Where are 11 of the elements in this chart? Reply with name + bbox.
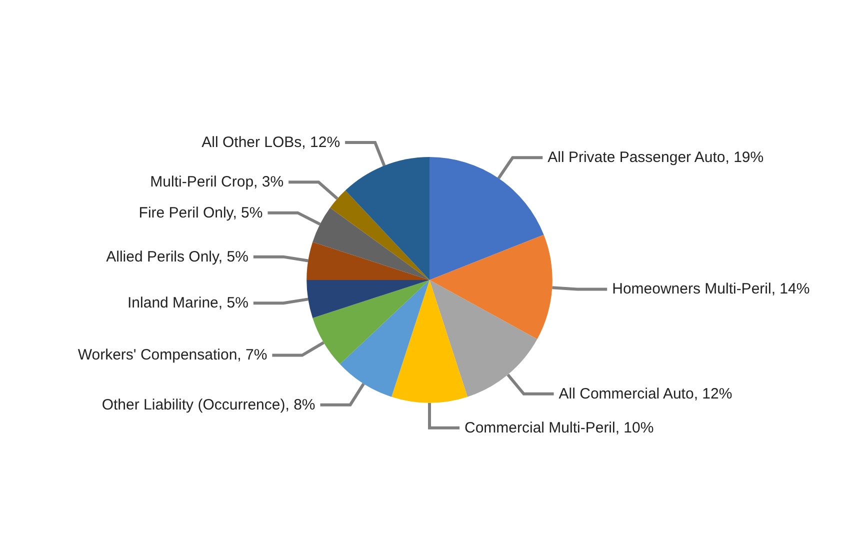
slice-label: Fire Peril Only, 5% bbox=[138, 204, 263, 222]
slice-label: Allied Perils Only, 5% bbox=[106, 248, 248, 266]
slice-label: All Other LOBs, 12% bbox=[202, 134, 340, 151]
slice-label: Commercial Multi-Peril, 10% bbox=[464, 419, 654, 436]
slice-label: Inland Marine, 5% bbox=[128, 294, 248, 312]
slice-label: Multi-Peril Crop, 3% bbox=[150, 174, 284, 191]
slice-label: All Commercial Auto, 12% bbox=[558, 385, 732, 402]
slice-label: Other Liability (Occurrence), 8% bbox=[102, 396, 316, 414]
slice-label: Homeowners Multi-Peril, 14% bbox=[612, 280, 810, 298]
slice-label: Workers' Compensation, 7% bbox=[78, 346, 268, 364]
slice-label: All Private Passenger Auto, 19% bbox=[548, 149, 764, 166]
